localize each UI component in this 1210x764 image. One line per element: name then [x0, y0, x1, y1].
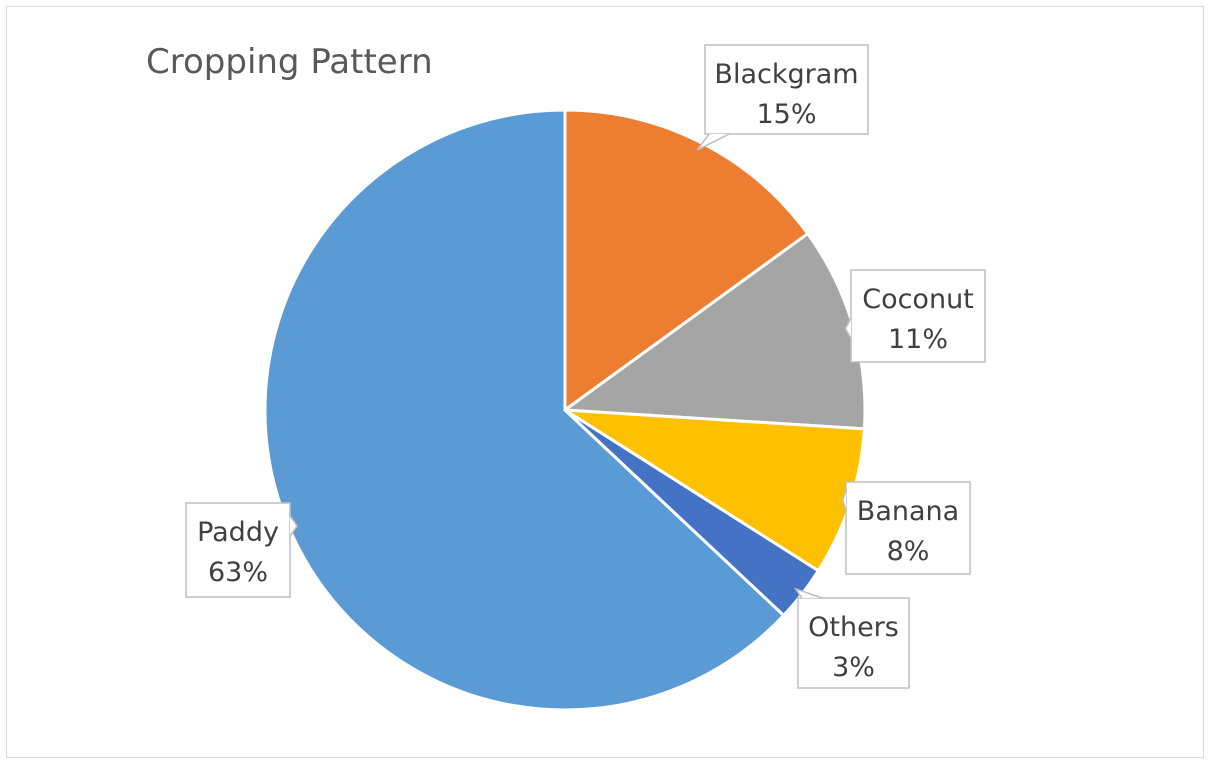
- data-label-percent: 8%: [887, 536, 930, 567]
- data-label-category: Others: [808, 612, 899, 643]
- data-label-callouts: Paddy 63% Blackgram 15% Coconut 11% Banana 8% Ot…: [185, 44, 986, 689]
- callout-box: [704, 44, 869, 135]
- callout-box: [850, 269, 986, 363]
- data-label-percent: 11%: [888, 324, 948, 355]
- data-label-blackgram: Blackgram 15%: [696, 44, 869, 151]
- chart-title: Cropping Pattern: [146, 42, 433, 82]
- data-label-percent: 15%: [756, 99, 816, 130]
- data-label-category: Banana: [857, 496, 959, 527]
- data-label-category: Blackgram: [714, 59, 858, 90]
- data-label-coconut: Coconut 11%: [844, 269, 986, 363]
- data-label-category: Coconut: [862, 284, 974, 315]
- data-label-others: Others 3%: [793, 587, 910, 689]
- data-label-percent: 63%: [208, 557, 268, 588]
- data-label-category: Paddy: [197, 517, 279, 548]
- callout-box: [185, 502, 291, 598]
- pie-slices: [263, 108, 867, 712]
- callout-box: [845, 481, 971, 575]
- data-label-paddy: Paddy 63%: [185, 502, 298, 598]
- callout-box: [797, 597, 910, 689]
- data-label-percent: 3%: [832, 652, 875, 683]
- data-label-banana: Banana 8%: [841, 481, 971, 575]
- pie-slice-blackgram: [563, 108, 810, 412]
